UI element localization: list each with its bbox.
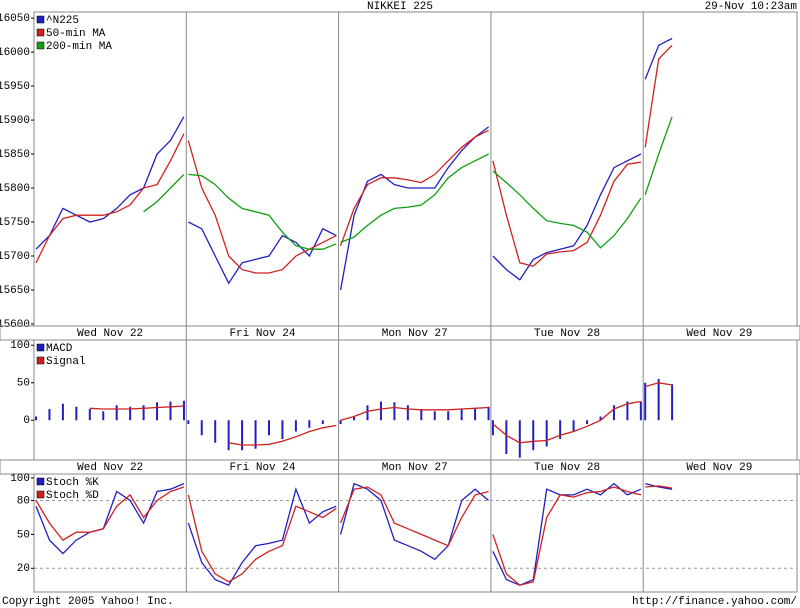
- legend-swatch: [36, 15, 45, 24]
- legend-swatch: [36, 490, 45, 499]
- x-tick-label: Wed Nov 22: [77, 328, 143, 340]
- y-tick-label: 15950: [0, 81, 30, 93]
- legend-label: Signal: [46, 356, 86, 368]
- legend-label: Stoch %K: [46, 477, 99, 489]
- series-line: [645, 382, 673, 388]
- x-tick-label: Mon Nov 27: [382, 462, 448, 474]
- legend-label: MACD: [46, 343, 73, 355]
- y-tick-label: 0: [23, 415, 30, 427]
- series-line: [339, 482, 490, 561]
- series-line: [644, 116, 673, 196]
- y-tick-label: 15700: [0, 251, 30, 263]
- series-line: [492, 153, 642, 281]
- series-line: [339, 129, 489, 247]
- legend-swatch: [36, 343, 45, 352]
- series-line: [644, 44, 673, 148]
- y-tick-label: 16000: [0, 47, 30, 59]
- series-line: [89, 405, 184, 410]
- y-tick-label: 15750: [0, 217, 30, 229]
- x-tick-label: Wed Nov 29: [686, 328, 752, 340]
- series-line: [187, 140, 337, 274]
- series-line: [645, 482, 673, 490]
- series-line: [644, 37, 673, 80]
- series-line: [340, 406, 489, 421]
- chart-title: NIKKEI 225: [367, 1, 433, 13]
- y-tick-label: 15850: [0, 149, 30, 161]
- panel-frame: [33, 473, 798, 593]
- series-line: [339, 486, 489, 547]
- y-tick-label: 50: [17, 378, 30, 390]
- x-tick-label: Tue Nov 28: [534, 462, 600, 474]
- series-line: [35, 486, 185, 541]
- x-tick-label: Tue Nov 28: [534, 328, 600, 340]
- legend-swatch: [36, 356, 45, 365]
- series-line: [340, 153, 489, 244]
- y-tick-label: 20: [17, 563, 30, 575]
- series-line: [492, 486, 642, 586]
- series-line: [492, 400, 642, 444]
- y-tick-label: 100: [10, 340, 30, 352]
- legend-swatch: [36, 477, 45, 486]
- legend-label: 200-min MA: [46, 41, 112, 53]
- x-tick-label: Wed Nov 29: [686, 462, 752, 474]
- series-line: [188, 173, 337, 250]
- series-line: [492, 170, 642, 249]
- copyright: Copyright 2005 Yahoo! Inc.: [2, 596, 174, 608]
- y-tick-label: 15600: [0, 319, 30, 331]
- series-line: [143, 173, 185, 213]
- x-tick-label: Fri Nov 24: [229, 462, 295, 474]
- legend-label: Stoch %D: [46, 490, 99, 502]
- x-tick-label: Wed Nov 22: [77, 462, 143, 474]
- series-line: [228, 424, 337, 446]
- y-tick-label: 16050: [0, 13, 30, 25]
- y-tick-label: 15900: [0, 115, 30, 127]
- y-tick-label: 80: [17, 495, 30, 507]
- x-tick-label: Fri Nov 24: [229, 328, 295, 340]
- y-tick-label: 15650: [0, 285, 30, 297]
- series-line: [492, 482, 642, 586]
- legend-label: 50-min MA: [46, 28, 106, 40]
- y-tick-label: 50: [17, 529, 30, 541]
- timestamp: 29-Nov 10:23am: [705, 1, 798, 13]
- source-url: http://finance.yahoo.com/: [632, 596, 797, 608]
- y-tick-label: 15800: [0, 183, 30, 195]
- series-line: [35, 133, 185, 264]
- series-line: [188, 221, 337, 285]
- series-line: [35, 483, 185, 555]
- legend-swatch: [36, 28, 45, 37]
- series-line: [339, 126, 489, 291]
- series-line: [492, 160, 641, 267]
- legend-label: ^N225: [46, 15, 79, 27]
- y-tick-label: 100: [10, 473, 30, 485]
- series-line: [645, 485, 673, 489]
- series-line: [187, 487, 337, 587]
- legend-swatch: [36, 41, 45, 50]
- x-tick-label: Mon Nov 27: [382, 328, 448, 340]
- series-line: [187, 494, 337, 583]
